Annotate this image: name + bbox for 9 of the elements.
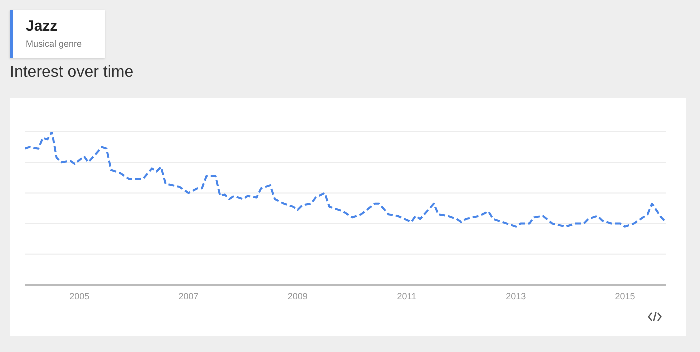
- x-tick-label: 2011: [397, 291, 417, 302]
- x-tick-label: 2007: [178, 291, 199, 302]
- chart-title: Jazz: [26, 18, 58, 35]
- x-tick-label: 2013: [506, 291, 526, 302]
- x-tick-label: 2005: [70, 291, 90, 302]
- chart-subtitle: Musical genre: [26, 39, 82, 49]
- x-tick-label: 2015: [615, 291, 636, 302]
- x-tick-label: 2009: [288, 291, 308, 302]
- text: Interest over time: [10, 64, 134, 82]
